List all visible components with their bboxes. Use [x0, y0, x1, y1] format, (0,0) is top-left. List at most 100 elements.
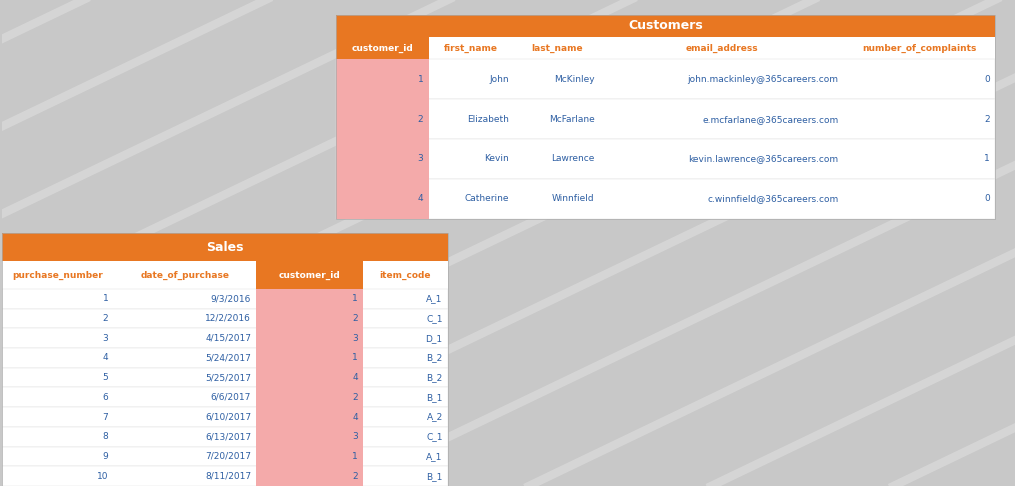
Text: 5/24/2017: 5/24/2017 [205, 353, 251, 363]
FancyBboxPatch shape [336, 179, 428, 219]
Text: 8/11/2017: 8/11/2017 [205, 471, 251, 481]
FancyBboxPatch shape [256, 407, 363, 427]
Text: Winnfield: Winnfield [552, 194, 595, 203]
Text: customer_id: customer_id [351, 44, 413, 53]
FancyBboxPatch shape [336, 59, 995, 99]
FancyBboxPatch shape [336, 59, 428, 99]
Text: 1: 1 [418, 75, 423, 84]
Text: 2: 2 [352, 393, 358, 402]
FancyBboxPatch shape [256, 329, 363, 348]
FancyBboxPatch shape [2, 427, 448, 447]
FancyBboxPatch shape [2, 261, 448, 289]
FancyBboxPatch shape [2, 233, 448, 261]
FancyBboxPatch shape [256, 466, 363, 486]
Text: 1: 1 [103, 294, 109, 303]
FancyBboxPatch shape [2, 407, 448, 427]
Text: 5: 5 [103, 373, 109, 382]
Text: C_1: C_1 [426, 432, 443, 441]
Text: A_1: A_1 [426, 294, 443, 303]
Text: 2: 2 [985, 115, 990, 124]
FancyBboxPatch shape [2, 447, 448, 466]
Text: 4: 4 [103, 353, 109, 363]
FancyBboxPatch shape [256, 261, 363, 289]
Text: 3: 3 [418, 155, 423, 163]
Text: first_name: first_name [445, 44, 498, 53]
Text: 4: 4 [418, 194, 423, 203]
Text: purchase_number: purchase_number [12, 270, 104, 279]
Text: B_2: B_2 [426, 353, 443, 363]
FancyBboxPatch shape [2, 309, 448, 329]
Text: number_of_complaints: number_of_complaints [862, 44, 976, 53]
FancyBboxPatch shape [256, 427, 363, 447]
FancyBboxPatch shape [2, 387, 448, 407]
Text: B_2: B_2 [426, 373, 443, 382]
Text: 5/25/2017: 5/25/2017 [205, 373, 251, 382]
FancyBboxPatch shape [2, 466, 448, 486]
Text: 12/2/2016: 12/2/2016 [205, 314, 251, 323]
Text: D_1: D_1 [425, 334, 443, 343]
FancyBboxPatch shape [2, 368, 448, 387]
Text: McKinley: McKinley [554, 75, 595, 84]
Text: B_1: B_1 [426, 393, 443, 402]
Text: Lawrence: Lawrence [551, 155, 595, 163]
Text: 4: 4 [352, 413, 358, 421]
FancyBboxPatch shape [336, 139, 995, 179]
FancyBboxPatch shape [336, 179, 995, 219]
Text: 6: 6 [103, 393, 109, 402]
Text: Sales: Sales [206, 241, 244, 254]
FancyBboxPatch shape [2, 348, 448, 368]
Text: 1: 1 [352, 294, 358, 303]
FancyBboxPatch shape [256, 447, 363, 466]
Text: kevin.lawrence@365careers.com: kevin.lawrence@365careers.com [688, 155, 838, 163]
Text: 2: 2 [418, 115, 423, 124]
FancyBboxPatch shape [256, 348, 363, 368]
Text: A_2: A_2 [426, 413, 443, 421]
Text: john.mackinley@365careers.com: john.mackinley@365careers.com [687, 75, 838, 84]
Text: Customers: Customers [628, 19, 703, 32]
Text: 1: 1 [352, 353, 358, 363]
FancyBboxPatch shape [256, 309, 363, 329]
Text: date_of_purchase: date_of_purchase [140, 270, 229, 279]
FancyBboxPatch shape [2, 289, 448, 309]
FancyBboxPatch shape [2, 329, 448, 348]
Text: A_1: A_1 [426, 452, 443, 461]
Text: last_name: last_name [531, 44, 583, 53]
Text: 9/3/2016: 9/3/2016 [211, 294, 251, 303]
FancyBboxPatch shape [256, 387, 363, 407]
Text: e.mcfarlane@365careers.com: e.mcfarlane@365careers.com [702, 115, 838, 124]
Text: 0: 0 [984, 194, 990, 203]
Text: 2: 2 [352, 471, 358, 481]
Text: 0: 0 [984, 75, 990, 84]
Text: 4/15/2017: 4/15/2017 [205, 334, 251, 343]
Text: 6/13/2017: 6/13/2017 [205, 432, 251, 441]
Text: 3: 3 [103, 334, 109, 343]
Text: 7/20/2017: 7/20/2017 [205, 452, 251, 461]
FancyBboxPatch shape [336, 139, 428, 179]
Text: 3: 3 [352, 334, 358, 343]
Text: customer_id: customer_id [279, 270, 340, 279]
Text: 3: 3 [352, 432, 358, 441]
Text: McFarlane: McFarlane [549, 115, 595, 124]
Text: 2: 2 [103, 314, 109, 323]
Text: 4: 4 [352, 373, 358, 382]
Text: Elizabeth: Elizabeth [467, 115, 510, 124]
FancyBboxPatch shape [256, 289, 363, 309]
FancyBboxPatch shape [336, 37, 995, 59]
Text: 1: 1 [984, 155, 990, 163]
Text: 7: 7 [103, 413, 109, 421]
Text: B_1: B_1 [426, 471, 443, 481]
Text: c.winnfield@365careers.com: c.winnfield@365careers.com [707, 194, 838, 203]
FancyBboxPatch shape [336, 37, 428, 59]
Text: 6/10/2017: 6/10/2017 [205, 413, 251, 421]
Text: email_address: email_address [685, 44, 758, 53]
Text: 8: 8 [103, 432, 109, 441]
Text: 6/6/2017: 6/6/2017 [211, 393, 251, 402]
FancyBboxPatch shape [336, 99, 995, 139]
Text: item_code: item_code [380, 270, 431, 279]
Text: 2: 2 [352, 314, 358, 323]
Text: Kevin: Kevin [484, 155, 510, 163]
Text: 9: 9 [103, 452, 109, 461]
FancyBboxPatch shape [256, 368, 363, 387]
FancyBboxPatch shape [336, 15, 995, 37]
Text: Catherine: Catherine [465, 194, 510, 203]
